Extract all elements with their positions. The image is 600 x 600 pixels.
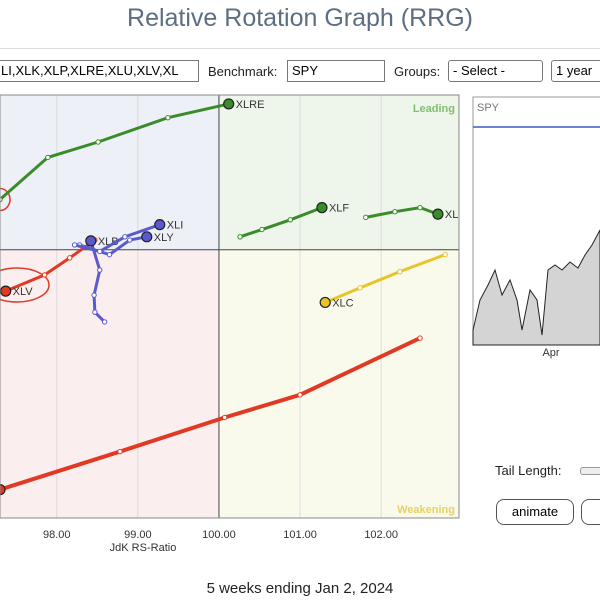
series-label: XLK: [445, 209, 466, 221]
tail-point: [91, 292, 97, 298]
tail-point: [392, 208, 398, 215]
head-marker: [0, 484, 6, 496]
quadrant-label: Leading: [413, 103, 455, 115]
tail-point: [417, 335, 423, 341]
tail-point: [397, 268, 403, 275]
tail-point: [41, 272, 48, 278]
x-tick-label: 101.00: [283, 529, 317, 541]
mini-chart-area: [472, 229, 600, 346]
tail-length-label: Tail Length:: [495, 463, 562, 478]
improving-quadrant: [0, 95, 219, 250]
groups-select[interactable]: - Select -: [448, 60, 543, 82]
x-tick-label: 98.00: [43, 529, 71, 541]
head-marker: [154, 219, 166, 231]
highlight-ring: [0, 267, 50, 303]
head-marker: [85, 235, 97, 247]
series-label: XLV: [13, 286, 34, 298]
lagging-quadrant: [0, 249, 219, 518]
tail-point: [127, 237, 133, 243]
tail-point: [106, 251, 113, 258]
benchmark-label: Benchmark:: [208, 64, 278, 79]
series-label: XLF: [329, 203, 349, 215]
tail-point: [357, 285, 363, 291]
mini-chart-title: SPY: [477, 102, 500, 114]
series-label: XLC: [332, 297, 353, 309]
benchmark-input[interactable]: SPY: [287, 60, 385, 82]
tail-line: [365, 206, 439, 219]
tail-point: [97, 248, 103, 255]
head-marker: [0, 285, 12, 297]
tail-point: [417, 204, 423, 211]
tail-point: [0, 196, 3, 203]
footer-caption: 5 weeks ending Jan 2, 2024: [206, 580, 394, 597]
head-marker: [319, 296, 331, 309]
leading-quadrant: [218, 95, 459, 250]
tail-point: [237, 234, 243, 240]
tail-point: [287, 217, 294, 223]
tail-line: [74, 223, 161, 254]
tail-line: [324, 253, 446, 304]
tail-length-slider[interactable]: [580, 467, 600, 475]
tail-point: [442, 251, 448, 258]
series-label: XLI: [167, 220, 184, 232]
x-tick-label: 99.00: [124, 529, 152, 541]
series-label: XLY: [154, 232, 175, 244]
tail-point: [122, 234, 128, 240]
tail-point: [101, 319, 108, 325]
tail-point: [92, 309, 98, 315]
weakening-quadrant: [218, 249, 459, 518]
head-marker: [141, 231, 153, 243]
step-button[interactable]: [581, 499, 600, 525]
tail-point: [117, 448, 123, 455]
tail-point: [45, 154, 51, 161]
tail-point: [297, 392, 303, 398]
tail-line: [5, 238, 96, 293]
tail-point: [363, 214, 369, 221]
tail-point: [71, 242, 78, 248]
groups-label: Groups:: [394, 64, 441, 79]
x-axis-label: JdK RS-Ratio: [110, 542, 177, 554]
animate-button[interactable]: animate: [496, 499, 574, 525]
head-marker: [432, 208, 444, 220]
plot-frame: [0, 94, 460, 519]
tail-point: [165, 114, 171, 121]
rrg-chart: SPY Apr Leading Weakening XLRE XLF XLK XLC XLV…: [0, 94, 600, 554]
page-title: Relative Rotation Graph (RRG): [127, 4, 473, 32]
head-marker: [316, 202, 328, 214]
quadrant-label: Weakening: [397, 504, 455, 516]
tail-point: [95, 139, 101, 145]
tail-point: [221, 414, 228, 421]
tail-line: [239, 206, 323, 239]
head-marker: [223, 98, 235, 110]
x-tick-label: 102.00: [364, 529, 398, 541]
highlight-ring: [0, 187, 11, 212]
period-select[interactable]: 1 year: [551, 60, 600, 82]
tail-point: [67, 255, 73, 261]
symbols-input[interactable]: LI,XLK,XLP,XLRE,XLU,XLV,XL: [0, 60, 199, 82]
divider: [0, 48, 600, 49]
series-label: XLRE: [236, 99, 265, 111]
x-tick-label: 100.00: [202, 529, 236, 541]
tail-point: [259, 226, 265, 233]
tail-point: [97, 267, 103, 273]
mini-chart-x-label: Apr: [542, 347, 559, 359]
